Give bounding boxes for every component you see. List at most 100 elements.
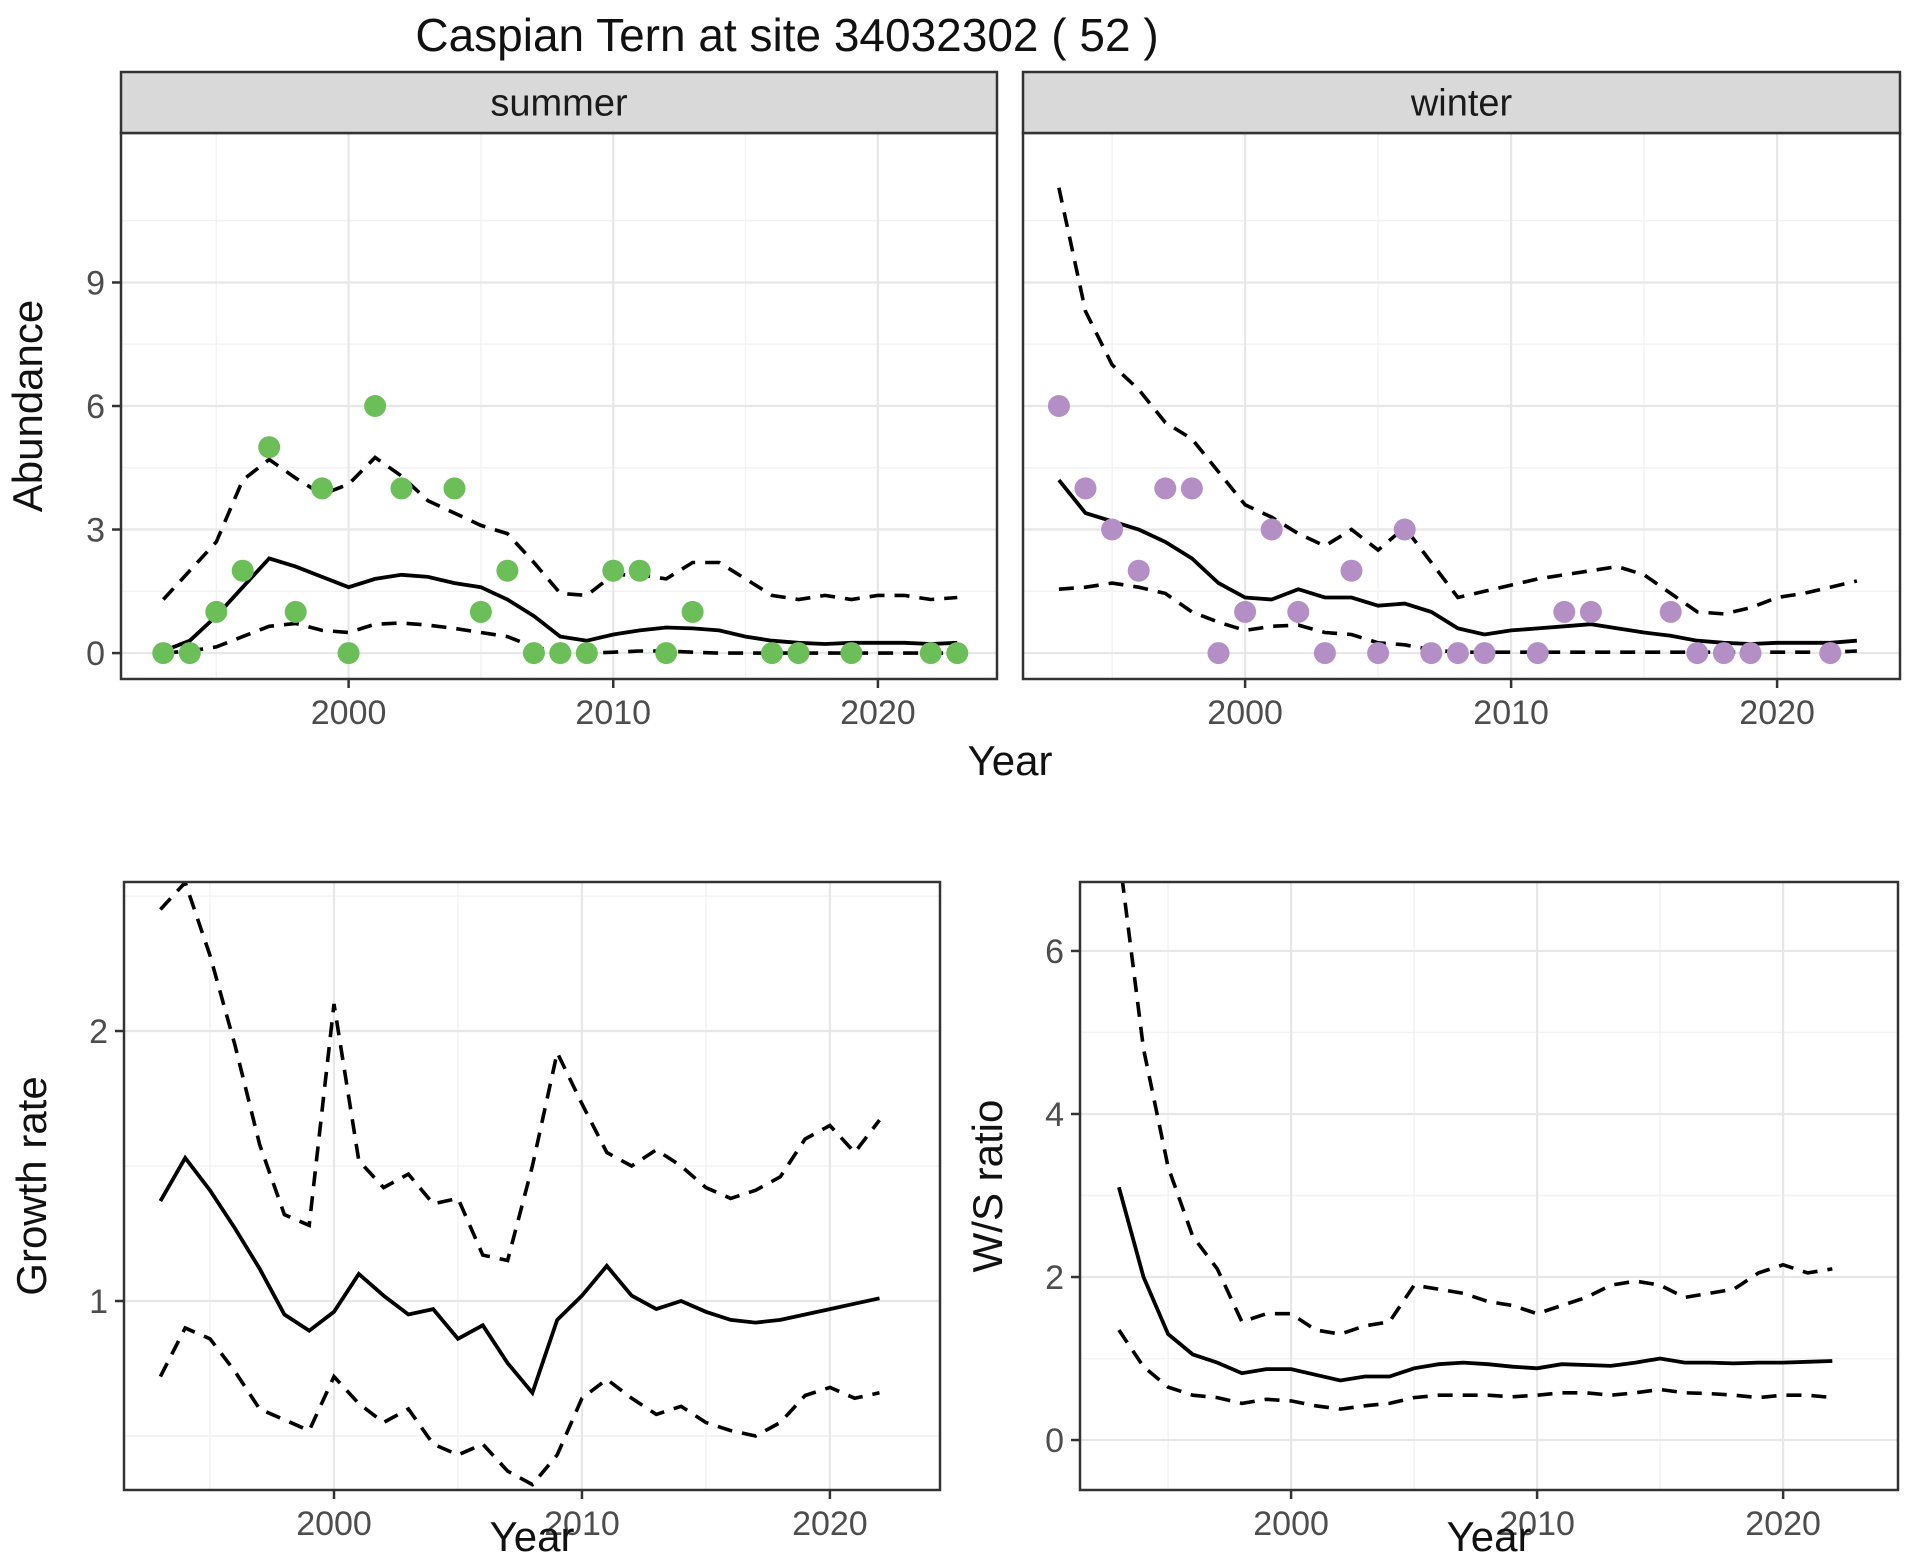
observation-point bbox=[1739, 642, 1762, 665]
panel-abundance_winter: winter 2000 2010 2020 bbox=[1021, 70, 1902, 732]
observation-point bbox=[602, 559, 625, 582]
observation-point bbox=[1127, 559, 1150, 582]
panel-ws_ratio: 2000 2010 2020 0 2 4 6 bbox=[1045, 880, 1900, 1543]
observation-point bbox=[522, 642, 545, 665]
observation-point bbox=[390, 477, 413, 500]
observation-point bbox=[1446, 642, 1469, 665]
y-axis-label-growth-rate: Growth rate bbox=[8, 1076, 55, 1295]
facet-strip-label: summer bbox=[490, 83, 628, 125]
y-tick-label: 0 bbox=[1045, 1422, 1064, 1460]
x-tick-label: 2000 bbox=[1253, 1505, 1329, 1543]
observation-point bbox=[364, 395, 387, 417]
observation-point bbox=[469, 600, 492, 623]
observation-point bbox=[575, 642, 598, 665]
observation-point bbox=[1234, 600, 1257, 623]
observation-point bbox=[1659, 600, 1682, 623]
observation-point bbox=[840, 642, 863, 665]
observation-point bbox=[1393, 518, 1416, 541]
observation-point bbox=[1526, 642, 1549, 665]
x-tick-label: 2020 bbox=[1745, 1505, 1821, 1543]
observation-point bbox=[761, 642, 783, 665]
y-tick-label: 2 bbox=[1045, 1259, 1064, 1297]
panel-abundance_summer: summer 2000 2010 2020 0 3 6 9 bbox=[86, 70, 999, 732]
observation-point bbox=[1340, 559, 1363, 582]
observation-point bbox=[337, 642, 360, 665]
observation-point bbox=[1712, 642, 1735, 665]
x-tick-label: 2020 bbox=[840, 694, 916, 732]
median-line bbox=[158, 1154, 880, 1397]
observation-point bbox=[787, 642, 810, 665]
x-axis-label-year-growth: Year bbox=[490, 1513, 575, 1560]
x-tick-label: 2000 bbox=[1207, 694, 1283, 732]
lower-ci-line bbox=[158, 1325, 880, 1487]
facet-strip-winter bbox=[1021, 70, 1902, 135]
observation-point bbox=[1047, 395, 1070, 417]
panel-growth_rate: 2000 2010 2020 1 2 bbox=[89, 880, 942, 1543]
y-tick-label: 3 bbox=[86, 512, 105, 550]
observation-point bbox=[496, 559, 519, 582]
observation-point bbox=[311, 477, 334, 500]
y-tick-label: 4 bbox=[1045, 1096, 1064, 1134]
observation-point bbox=[1207, 642, 1230, 665]
panel-background bbox=[124, 882, 940, 1490]
facet-strip-label: winter bbox=[1410, 83, 1513, 125]
observation-point bbox=[628, 559, 651, 582]
x-tick-label: 2020 bbox=[1739, 694, 1815, 732]
observation-point bbox=[946, 642, 969, 665]
y-tick-label: 6 bbox=[86, 388, 105, 426]
median-line bbox=[162, 556, 958, 653]
observation-point bbox=[1473, 642, 1496, 665]
observation-point bbox=[1819, 642, 1842, 665]
panel-border bbox=[122, 880, 942, 1492]
lower-ci-line bbox=[1117, 1328, 1833, 1411]
observation-point bbox=[1420, 642, 1443, 665]
x-tick-label: 2010 bbox=[1473, 694, 1549, 732]
observation-point bbox=[443, 477, 466, 500]
y-tick-label: 2 bbox=[89, 1013, 108, 1051]
x-axis-label-year-ws: Year bbox=[1447, 1513, 1532, 1560]
y-tick-label: 6 bbox=[1045, 933, 1064, 971]
observation-point bbox=[1367, 642, 1390, 665]
observation-point bbox=[1074, 477, 1097, 500]
data-layer bbox=[152, 395, 969, 665]
x-axis-label-year-top: Year bbox=[968, 737, 1053, 784]
data-layer bbox=[1047, 187, 1858, 665]
observation-point bbox=[1154, 477, 1177, 500]
upper-ci-line bbox=[1057, 187, 1858, 616]
upper-ci-line bbox=[159, 882, 881, 1263]
observation-point bbox=[152, 642, 175, 665]
x-tick-label: 2020 bbox=[792, 1505, 868, 1543]
observation-point bbox=[919, 642, 942, 665]
data-layer bbox=[158, 882, 881, 1487]
panel-border bbox=[1078, 880, 1900, 1492]
observation-point bbox=[1260, 518, 1283, 541]
y-tick-label: 1 bbox=[89, 1283, 108, 1321]
observation-point bbox=[655, 642, 678, 665]
observation-point bbox=[681, 600, 704, 623]
observation-point bbox=[1579, 600, 1602, 623]
x-tick-label: 2010 bbox=[1499, 1505, 1575, 1543]
x-tick-label: 2000 bbox=[311, 694, 387, 732]
observation-point bbox=[1180, 477, 1203, 500]
y-tick-label: 9 bbox=[86, 264, 105, 302]
observation-point bbox=[284, 600, 307, 623]
panel-background bbox=[1080, 882, 1898, 1490]
chart-title: Caspian Tern at site 34032302 ( 52 ) bbox=[415, 9, 1159, 61]
observation-point bbox=[205, 600, 228, 623]
median-line bbox=[1117, 1186, 1833, 1383]
data-layer bbox=[1117, 882, 1833, 1411]
upper-ci-line bbox=[1120, 882, 1833, 1336]
x-tick-label: 2010 bbox=[575, 694, 651, 732]
y-axis-label-ws-ratio: W/S ratio bbox=[964, 1100, 1011, 1273]
observation-point bbox=[549, 642, 572, 665]
observation-point bbox=[258, 436, 281, 459]
observation-point bbox=[1287, 600, 1310, 623]
y-axis-label-abundance: Abundance bbox=[4, 300, 51, 513]
facet-strip-summer bbox=[119, 70, 999, 135]
observation-point bbox=[231, 559, 254, 582]
upper-ci-line bbox=[161, 455, 958, 602]
x-tick-label: 2000 bbox=[296, 1505, 372, 1543]
observation-point bbox=[1101, 518, 1124, 541]
